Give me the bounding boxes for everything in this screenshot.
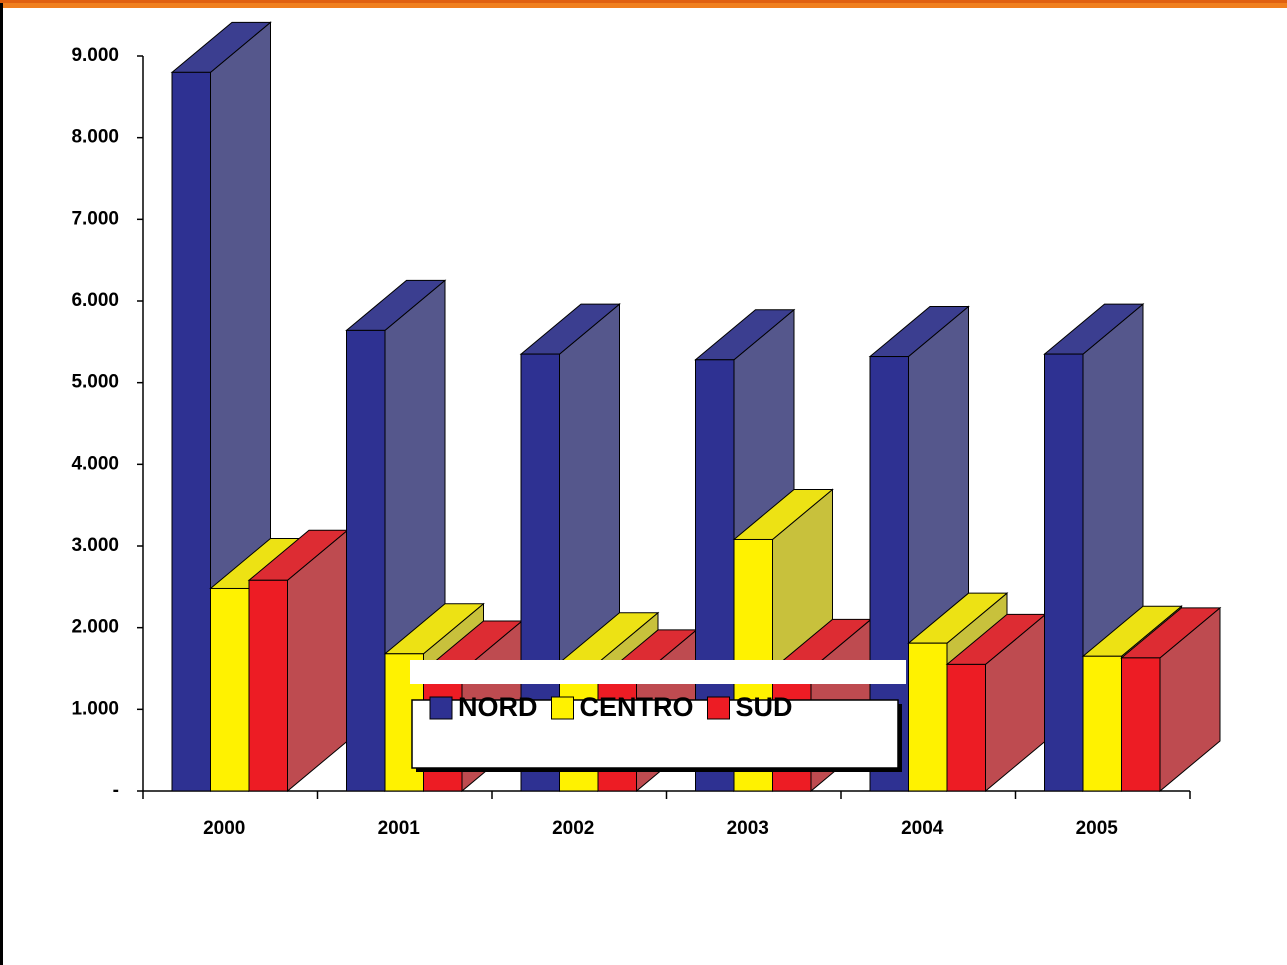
legend bbox=[411, 699, 899, 769]
x-tick-label: 2005 bbox=[1076, 818, 1119, 839]
bar bbox=[1044, 353, 1084, 792]
bar bbox=[946, 663, 986, 792]
y-tick-label: 1.000 bbox=[71, 698, 119, 719]
x-tick-label: 2003 bbox=[727, 818, 769, 839]
x-tick-label: 2004 bbox=[901, 818, 944, 839]
bar bbox=[908, 642, 948, 792]
legend-swatch bbox=[551, 696, 574, 720]
left-border bbox=[0, 0, 3, 965]
y-tick-label: 9.000 bbox=[71, 45, 119, 66]
x-tick-label: 2002 bbox=[552, 818, 594, 839]
x-tick-label: 2000 bbox=[203, 818, 245, 839]
y-tick-label: 7.000 bbox=[71, 208, 119, 229]
bar bbox=[346, 329, 386, 792]
bar bbox=[210, 587, 250, 792]
top-border-edge bbox=[0, 0, 1287, 3]
y-tick-label: 4.000 bbox=[71, 453, 119, 474]
x-tick-label: 2001 bbox=[378, 818, 421, 839]
y-tick-label: - bbox=[113, 780, 119, 801]
legend-mask bbox=[410, 660, 906, 684]
y-tick-label: 3.000 bbox=[71, 535, 119, 556]
bar bbox=[171, 71, 211, 792]
y-tick-label: 8.000 bbox=[71, 127, 119, 148]
legend-label: SUD bbox=[736, 692, 793, 722]
legend-label: NORD bbox=[458, 692, 538, 722]
y-tick-label: 2.000 bbox=[71, 617, 119, 638]
y-tick-label: 5.000 bbox=[71, 372, 119, 393]
legend-label: CENTRO bbox=[580, 692, 694, 722]
y-tick-label: 6.000 bbox=[71, 290, 119, 311]
bar bbox=[1121, 657, 1161, 792]
bar bbox=[248, 579, 288, 792]
bar bbox=[1082, 655, 1122, 792]
top-border bbox=[0, 0, 1287, 8]
legend-swatch bbox=[429, 696, 453, 720]
legend-swatch bbox=[707, 696, 730, 720]
